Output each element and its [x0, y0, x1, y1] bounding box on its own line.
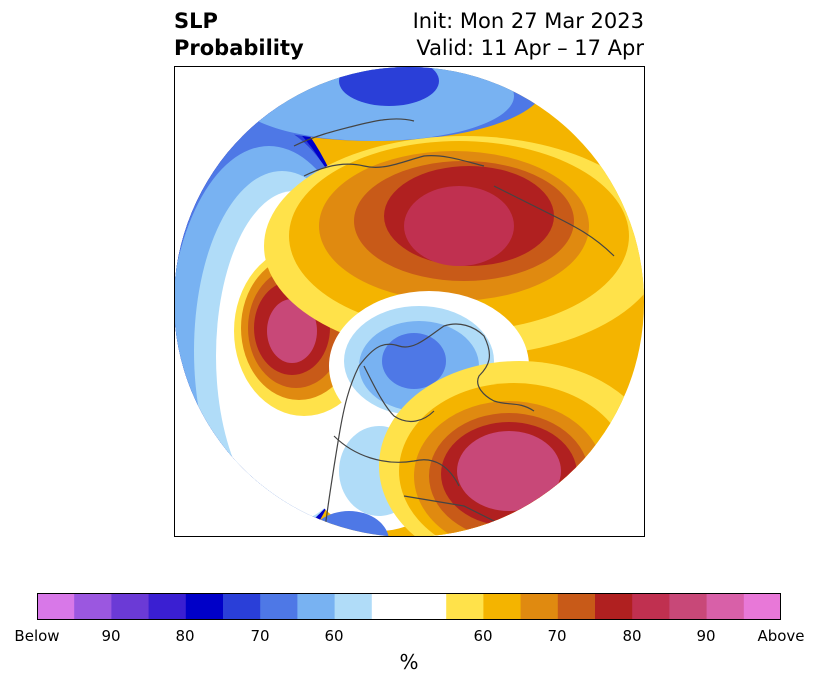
probability-field	[174, 67, 644, 537]
colorbar-cell	[706, 593, 745, 620]
colorbar-cell	[520, 593, 559, 620]
colorbar-tick-label: Above	[757, 627, 805, 645]
colorbar-cell	[111, 593, 150, 620]
colorbar-tick-label: 60	[473, 627, 493, 645]
colorbar-cell	[669, 593, 708, 620]
colorbar-cell	[260, 593, 298, 620]
colorbar-cell	[595, 593, 633, 620]
colorbar	[37, 593, 781, 620]
map-border	[174, 66, 645, 537]
title-variable: SLP	[174, 9, 218, 33]
colorbar-tick-label: Below	[14, 627, 60, 645]
probability-map	[174, 66, 645, 537]
colorbar-cell	[371, 593, 410, 620]
map-panel	[174, 66, 645, 537]
map-title-left: SLP Probability	[174, 8, 304, 62]
colorbar-cell	[334, 593, 373, 620]
colorbar-tick-label: 90	[696, 627, 716, 645]
colorbar-unit: %	[399, 650, 419, 674]
colorbar-cell	[297, 593, 336, 620]
colorbar-tick-label: 80	[622, 627, 642, 645]
colorbar-cell	[148, 593, 187, 620]
colorbar-cell	[743, 593, 781, 620]
colorbar-cell	[74, 593, 112, 620]
colorbar-cell	[446, 593, 484, 620]
colorbar-tick-label: 80	[175, 627, 195, 645]
colorbar-cell	[632, 593, 670, 620]
colorbar-cell	[557, 593, 596, 620]
colorbar-tick-label: 70	[547, 627, 567, 645]
valid-range: Valid: 11 Apr – 17 Apr	[416, 36, 644, 60]
init-date: Init: Mon 27 Mar 2023	[412, 9, 644, 33]
colorbar-cell	[409, 593, 447, 620]
colorbar-cell	[185, 593, 224, 620]
colorbar-tick-label: 60	[324, 627, 344, 645]
colorbar-cell	[223, 593, 261, 620]
title-type: Probability	[174, 36, 304, 60]
colorbar-cell	[37, 593, 75, 620]
map-title-right: Init: Mon 27 Mar 2023 Valid: 11 Apr – 17…	[413, 8, 644, 62]
colorbar-cell	[483, 593, 522, 620]
colorbar-tick-label: 70	[250, 627, 270, 645]
colorbar-tick-label: 90	[101, 627, 121, 645]
